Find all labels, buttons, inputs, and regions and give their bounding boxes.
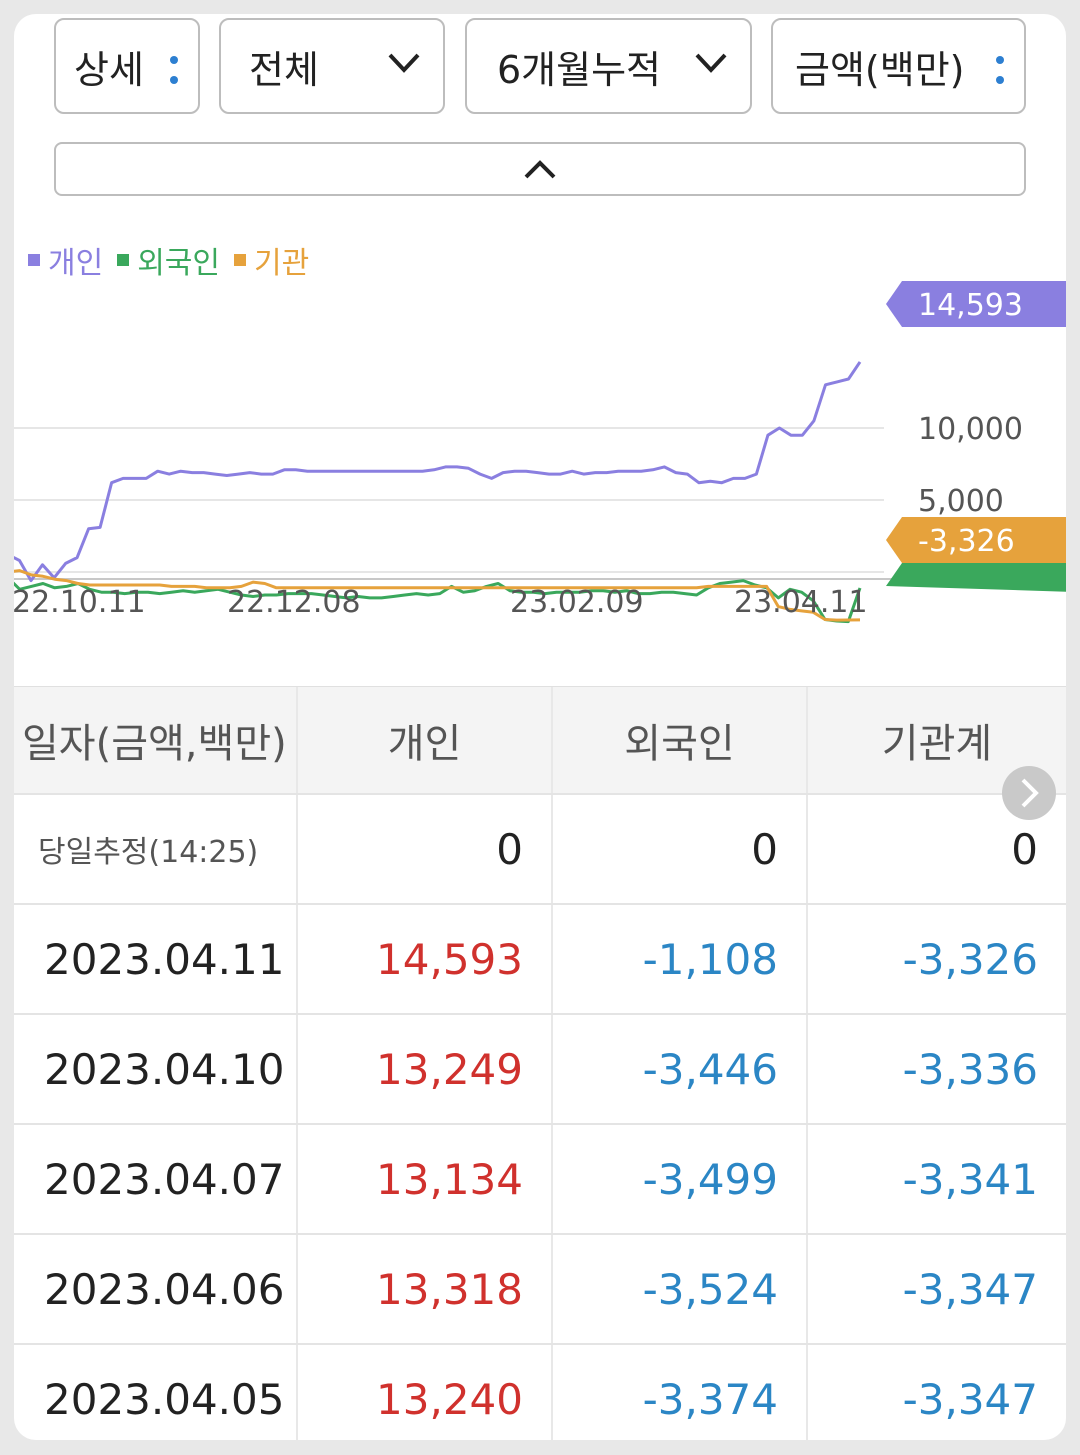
- row-foreign: -3,524: [553, 1235, 808, 1343]
- investor-table: 일자(금액,백만) 개인 외국인 기관계 당일추정(14:25) 0 0 0 2…: [14, 686, 1066, 1440]
- chevron-down-icon: [388, 53, 420, 73]
- row-individual: 13,249: [298, 1015, 553, 1123]
- legend-item-foreign: 외국인: [117, 238, 220, 282]
- y-tick-label: 10,000: [918, 412, 1023, 447]
- y-tick-label: 5,000: [918, 484, 1004, 519]
- period-label: 6개월누적: [497, 47, 662, 92]
- legend-swatch: [117, 254, 130, 266]
- row-date: 2023.04.07: [14, 1125, 298, 1233]
- table-row: 2023.04.07 13,134 -3,499 -3,341: [14, 1125, 1066, 1235]
- institution-value-flag: -3,326: [886, 517, 1066, 563]
- row-individual: 13,134: [298, 1125, 553, 1233]
- institution-value-flag-bg: [886, 517, 1066, 563]
- table-row: 2023.04.10 13,249 -3,446 -3,336: [14, 1015, 1066, 1125]
- today-estimate-row: 당일추정(14:25) 0 0 0: [14, 795, 1066, 905]
- row-institution: -3,347: [902, 1264, 1038, 1314]
- row-date: 2023.04.10: [14, 1015, 298, 1123]
- series-line-foreign: [14, 579, 862, 624]
- individual-value-flag-bg: [886, 281, 1066, 327]
- row-foreign: -3,499: [553, 1125, 808, 1233]
- legend-item-individual: 개인: [28, 238, 103, 282]
- table-row: 2023.04.05 13,240 -3,374 -3,347: [14, 1345, 1066, 1440]
- collapse-toggle[interactable]: [54, 142, 1026, 196]
- today-label: 당일추정(14:25): [14, 795, 298, 903]
- unit-label: 금액(백만): [795, 47, 965, 92]
- chevron-down-icon: [695, 53, 727, 73]
- table-header: 일자(금액,백만) 개인 외국인 기관계: [14, 686, 1066, 795]
- row-foreign: -3,446: [553, 1015, 808, 1123]
- x-tick-label: 23.04.11: [734, 585, 868, 620]
- today-individual: 0: [298, 795, 553, 903]
- unit-button[interactable]: 금액(백만): [771, 18, 1026, 114]
- today-foreign: 0: [553, 795, 808, 903]
- table-row: 2023.04.06 13,318 -3,524 -3,347: [14, 1235, 1066, 1345]
- legend-label: 기관: [254, 246, 310, 281]
- row-foreign: -3,374: [553, 1345, 808, 1440]
- x-tick-label: 22.12.08: [227, 585, 361, 620]
- row-individual: 13,318: [298, 1235, 553, 1343]
- row-date: 2023.04.05: [14, 1345, 298, 1440]
- header-foreign: 외국인: [553, 687, 808, 793]
- chevron-up-icon: [524, 160, 556, 179]
- kebab-icon: [170, 56, 178, 86]
- header-date: 일자(금액,백만): [14, 687, 298, 793]
- scope-select[interactable]: 전체: [219, 18, 445, 114]
- row-date: 2023.04.11: [14, 905, 298, 1013]
- legend-label: 개인: [48, 246, 104, 281]
- row-institution: -3,336: [902, 1044, 1038, 1094]
- line-chart: 10,0005,000022.10.1122.12.0823.02.0923.0…: [14, 281, 1066, 624]
- scroll-right-button[interactable]: [1002, 766, 1056, 820]
- legend-item-institution: 기관: [234, 238, 309, 282]
- x-tick-label: 22.10.11: [14, 585, 146, 620]
- row-institution: -3,341: [902, 1154, 1038, 1204]
- today-institution: 0: [1011, 824, 1038, 874]
- investor-trend-card: 상세 전체 6개월누적 금액(백만) 개인 외국인 기관: [14, 14, 1066, 1440]
- legend-label: 외국인: [137, 246, 221, 281]
- chart-legend: 개인 외국인 기관: [28, 238, 309, 282]
- detail-button[interactable]: 상세: [54, 18, 200, 114]
- scope-label: 전체: [249, 47, 319, 92]
- series-line-individual: [14, 361, 862, 583]
- table-row: 2023.04.11 14,593 -1,108 -3,326: [14, 905, 1066, 1015]
- x-tick-label: 23.02.09: [510, 585, 644, 620]
- series-line-institution: [14, 569, 861, 622]
- individual-value-flag-label: 14,593: [918, 288, 1023, 323]
- legend-swatch: [234, 254, 247, 266]
- foreign-value-flag: [886, 563, 1066, 592]
- row-institution: -3,347: [902, 1374, 1038, 1424]
- chevron-right-icon: [1021, 778, 1039, 808]
- detail-label: 상세: [74, 47, 144, 92]
- row-date: 2023.04.06: [14, 1235, 298, 1343]
- row-institution: -3,326: [902, 934, 1038, 984]
- institution-value-flag-label: -3,326: [918, 524, 1015, 559]
- legend-swatch: [28, 254, 40, 266]
- individual-value-flag: 14,593: [886, 281, 1066, 327]
- kebab-icon: [996, 56, 1004, 86]
- header-individual: 개인: [298, 687, 553, 793]
- row-individual: 14,593: [298, 905, 553, 1013]
- header-institution: 기관계: [881, 721, 993, 767]
- filter-toolbar: 상세 전체 6개월누적 금액(백만): [14, 14, 1066, 134]
- row-foreign: -1,108: [553, 905, 808, 1013]
- period-select[interactable]: 6개월누적: [465, 18, 752, 114]
- row-individual: 13,240: [298, 1345, 553, 1440]
